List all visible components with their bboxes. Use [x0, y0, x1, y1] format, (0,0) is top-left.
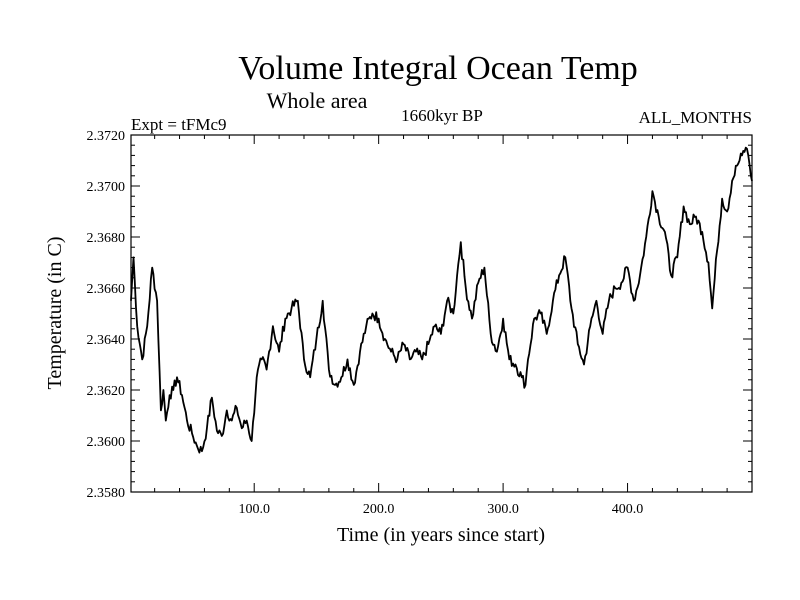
y-tick-label: 2.3620 [87, 384, 126, 399]
chart-subtitle: Whole area [267, 88, 368, 113]
x-tick-label: 400.0 [612, 502, 644, 517]
x-axis-label: Time (in years since start) [337, 524, 545, 546]
temperature-series-line [130, 146, 753, 454]
x-tick-label: 200.0 [363, 502, 395, 517]
y-tick-label: 2.3680 [87, 231, 126, 246]
chart-title: Volume Integral Ocean Temp [238, 50, 638, 87]
y-tick-label: 2.3640 [87, 333, 126, 348]
y-tick-label: 2.3720 [87, 129, 126, 144]
y-tick-label: 2.3660 [87, 282, 126, 297]
x-tick-label: 300.0 [487, 502, 519, 517]
plot-frame [130, 134, 753, 493]
x-tick-label: 100.0 [238, 502, 270, 517]
period-label: 1660kyr BP [401, 106, 483, 125]
experiment-label: Expt = tFMc9 [131, 115, 227, 134]
x-axis: 100.0 200.0 300.0 400.0 [154, 135, 728, 517]
months-label: ALL_MONTHS [639, 108, 752, 127]
y-axis: 2.3580 2.3600 2.3620 2.3640 2.3660 2.3680 2.37… [87, 129, 752, 501]
y-axis-label: Temperature (in C) [44, 237, 66, 390]
y-tick-label: 2.3600 [87, 435, 126, 450]
y-tick-label: 2.3580 [87, 486, 126, 501]
y-tick-label: 2.3700 [87, 180, 126, 195]
